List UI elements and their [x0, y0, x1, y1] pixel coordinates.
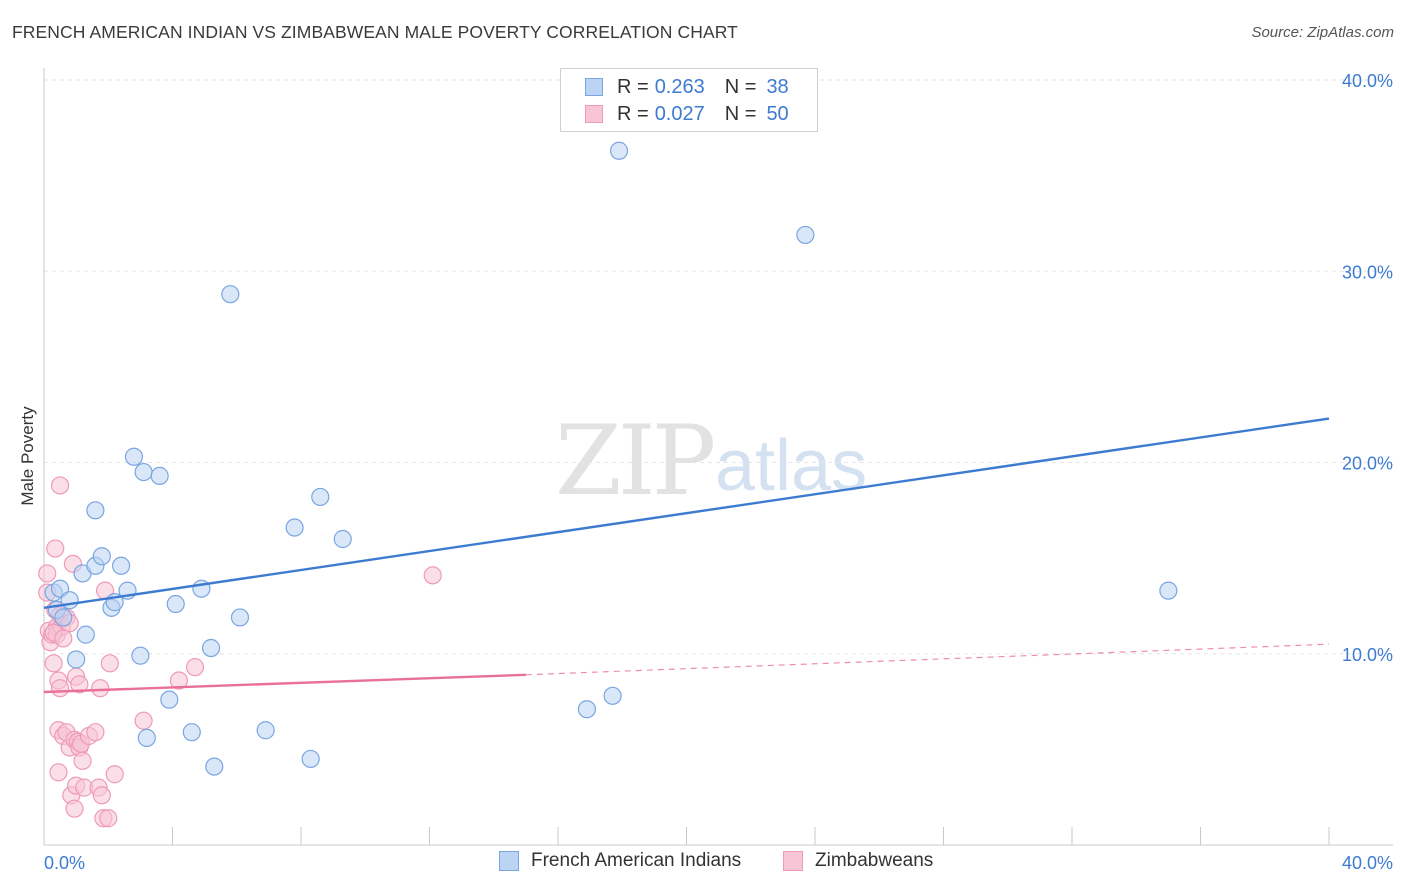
legend-n-value: 38: [766, 75, 789, 98]
french-american-indian-point: [301, 749, 320, 769]
zimbabwean-point: [44, 654, 63, 673]
zimbabwean-point: [50, 679, 70, 698]
french-american-indian-point: [124, 447, 144, 466]
french-american-indian-point: [67, 650, 86, 669]
bottom-legend-label: French American Indians: [531, 850, 742, 871]
bottom-legend-swatch-pink: [783, 851, 803, 871]
french-american-indian-point: [166, 594, 185, 614]
french-american-indian-point: [796, 225, 815, 245]
zimbabwean-point: [38, 564, 57, 583]
french-american-indian-point: [205, 757, 224, 776]
french-american-indian-point: [160, 690, 179, 709]
zimbabwean-point: [91, 679, 110, 698]
stats-legend: R = 0.263 N = 38 R = 0.027 N = 50: [560, 68, 818, 132]
french-american-indian-point: [182, 723, 201, 742]
legend-swatch-blue: [585, 78, 603, 96]
zimbabwean-point: [134, 711, 153, 730]
french-american-indian-point: [577, 700, 597, 719]
french-american-indian-point: [131, 646, 150, 665]
legend-r-label: R =: [617, 102, 649, 125]
french-american-indian-point: [150, 466, 169, 485]
y-tick-label: 30.0%: [1342, 262, 1393, 282]
legend-r-value: 0.027: [654, 102, 705, 125]
french-american-indian-point: [111, 556, 131, 575]
french-american-indian-point: [609, 141, 629, 160]
zimbabwean-point: [50, 476, 70, 495]
french-american-indian-point: [256, 721, 275, 740]
legend-n-label: N =: [724, 102, 757, 125]
y-tick-label: 20.0%: [1342, 454, 1393, 474]
zimbabwean-point: [92, 786, 111, 805]
bottom-legend-label: Zimbabweans: [815, 850, 934, 871]
french-american-indian-point: [54, 608, 73, 627]
zimbabwean-point: [99, 809, 118, 828]
french-american-indian-point: [221, 285, 240, 304]
french-american-indian-point: [230, 608, 250, 627]
french-american-indian-point: [201, 638, 221, 658]
bottom-legend-item-zimbabweans: Zimbabweans: [783, 850, 933, 872]
french-american-indian-point: [134, 462, 153, 482]
legend-n-label: N =: [724, 75, 757, 98]
y-tick-label: 40.0%: [1342, 71, 1393, 91]
french-american-indian-point: [137, 728, 156, 748]
watermark-atlas: atlas: [715, 426, 868, 506]
french-american-indian-trendline: [43, 417, 1330, 610]
zimbabwean-point: [423, 566, 442, 585]
zimbabwean-point: [185, 658, 205, 677]
zimbabwean-point: [65, 799, 84, 818]
zimbabwean-trendline-extension: [525, 643, 1330, 676]
french-american-indian-point: [603, 686, 622, 705]
zimbabwean-point: [73, 751, 92, 770]
source-label: Source: ZipAtlas.com: [1251, 24, 1394, 41]
watermark-zip: ZIP: [555, 405, 716, 517]
x-tick-label: 0.0%: [44, 853, 85, 873]
zimbabwean-point: [70, 675, 89, 694]
bottom-legend-item-french-american-indians: French American Indians: [499, 850, 741, 872]
french-american-indian-point: [311, 487, 330, 507]
zimbabwean-trendline: [43, 673, 526, 694]
french-american-indian-point: [285, 518, 304, 537]
french-american-indian-point: [333, 529, 352, 549]
y-tick-label: 10.0%: [1342, 645, 1393, 665]
french-american-indian-point: [1159, 581, 1178, 600]
legend-row-french-american-indians: R = 0.263 N = 38: [585, 74, 789, 100]
legend-n-value: 50: [766, 102, 789, 125]
zimbabwean-point: [49, 763, 68, 782]
bottom-legend-swatch-blue: [499, 851, 519, 871]
zimbabwean-point: [169, 671, 189, 690]
zimbabwean-point: [86, 723, 105, 742]
x-tick-label: 40.0%: [1342, 853, 1393, 873]
zimbabwean-point: [54, 629, 73, 648]
french-american-indian-point: [86, 501, 105, 520]
french-american-indian-point: [92, 547, 111, 566]
zimbabwean-point: [100, 654, 119, 673]
legend-r-label: R =: [617, 75, 649, 98]
chart-title: FRENCH AMERICAN INDIAN VS ZIMBABWEAN MAL…: [12, 22, 738, 42]
legend-swatch-pink: [585, 105, 603, 123]
legend-r-value: 0.263: [654, 75, 705, 98]
zimbabwean-point: [105, 765, 124, 784]
legend-row-zimbabweans: R = 0.027 N = 50: [585, 101, 789, 127]
french-american-indian-point: [76, 625, 95, 644]
zimbabwean-point: [46, 539, 65, 558]
